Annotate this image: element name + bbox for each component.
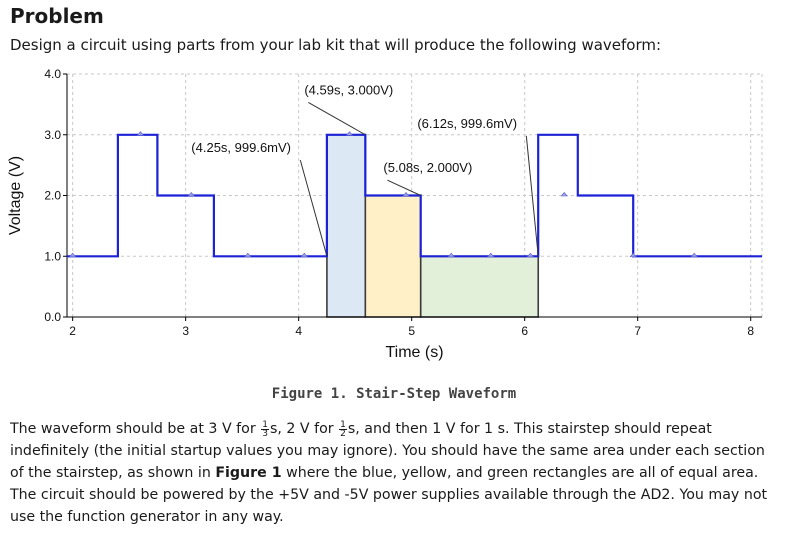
data-marker bbox=[300, 252, 308, 258]
y-tick-label: 1.0 bbox=[44, 249, 61, 263]
data-marker bbox=[187, 192, 195, 197]
figure-caption: Figure 1. Stair-Step Waveform bbox=[271, 386, 517, 402]
annotation-leader bbox=[308, 101, 366, 136]
annotation-leader bbox=[525, 135, 539, 257]
data-marker bbox=[629, 252, 637, 258]
annotation-leader bbox=[387, 179, 421, 196]
x-tick-label: 2 bbox=[69, 324, 76, 338]
y-tick-label: 3.0 bbox=[44, 128, 61, 142]
x-tick-label: 3 bbox=[182, 324, 189, 338]
problem-heading: Problem bbox=[10, 4, 104, 28]
x-tick-label: 6 bbox=[521, 324, 528, 338]
figure-reference: Figure 1 bbox=[215, 465, 282, 481]
x-axis-title: Time (s) bbox=[385, 344, 443, 361]
annotation-label: (6.12s, 999.6mV) bbox=[417, 116, 517, 131]
area-rect-green bbox=[419, 255, 540, 318]
annotation-label: (4.25s, 999.6mV) bbox=[191, 140, 291, 155]
x-tick-label: 4 bbox=[295, 324, 302, 338]
para-seg-1: The waveform should be at 3 V for bbox=[10, 421, 256, 437]
chart-series bbox=[67, 131, 762, 258]
annotation-label: (5.08s, 2.000V) bbox=[383, 160, 472, 175]
problem-description: The waveform should be at 3 V for 1 3 s, 2… bbox=[10, 418, 780, 528]
para-seg-2: s, 2 V for bbox=[269, 421, 334, 437]
chart-annotations: (4.59s, 3.000V) (4.25s, 999.6mV) (6.12s, 9… bbox=[191, 82, 539, 257]
data-marker bbox=[487, 252, 495, 258]
x-tick-label: 7 bbox=[634, 324, 641, 338]
data-marker bbox=[68, 252, 77, 258]
data-marker bbox=[136, 131, 145, 136]
annotation-leader bbox=[299, 159, 328, 257]
data-marker bbox=[244, 252, 252, 258]
data-marker bbox=[447, 252, 455, 258]
y-axis-title: Voltage (V) bbox=[7, 156, 24, 235]
waveform-chart: (4.59s, 3.000V) (4.25s, 999.6mV) (6.12s, 9… bbox=[7, 67, 763, 361]
para-seg-4: where the blue, yellow, and green rectan… bbox=[10, 465, 768, 525]
data-marker bbox=[690, 252, 698, 258]
x-tick-label: 8 bbox=[747, 324, 754, 338]
chart-axes bbox=[63, 73, 762, 321]
data-marker bbox=[402, 192, 410, 197]
area-rect-yellow bbox=[364, 194, 422, 318]
data-marker bbox=[560, 192, 568, 197]
y-tick-label: 2.0 bbox=[44, 189, 61, 203]
x-tick-label: 5 bbox=[408, 324, 415, 338]
area-rect-blue bbox=[326, 133, 367, 318]
para-seg-3: s, and then 1 V for 1 s. This stairstep … bbox=[10, 421, 765, 481]
series-line-waveform bbox=[67, 133, 762, 258]
data-marker bbox=[345, 131, 354, 136]
problem-intro: Design a circuit using parts from your l… bbox=[10, 36, 662, 54]
data-marker bbox=[526, 252, 534, 258]
y-tick-label: 0.0 bbox=[44, 310, 61, 324]
chart-labels: 2 3 4 5 6 7 8 0.0 1.0 2.0 3.0 4.0 Time (s) Voltage (V… bbox=[7, 67, 754, 361]
y-tick-label: 4.0 bbox=[44, 67, 61, 81]
annotation-label: (4.59s, 3.000V) bbox=[304, 82, 393, 97]
